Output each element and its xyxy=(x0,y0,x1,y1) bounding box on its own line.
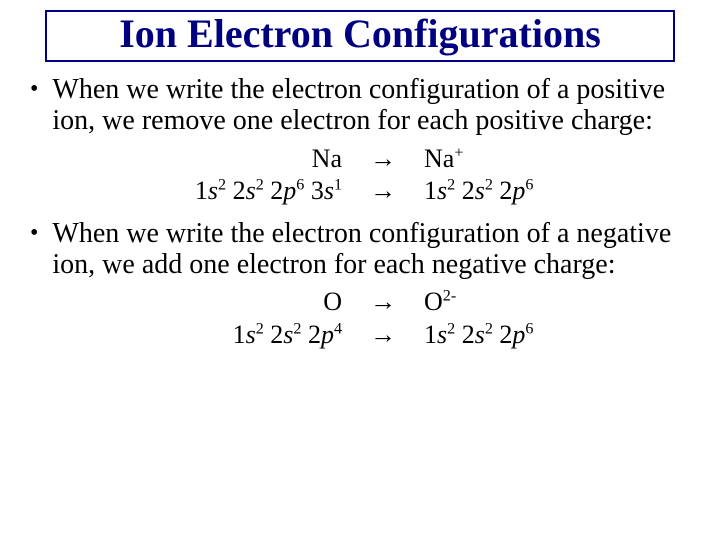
example-1: Na → Na+ 1s2 2s2 2p6 3s1 → 1s2 2s2 2p6 xyxy=(128,143,692,208)
ex2-config-to: 1s2 2s2 2p6 xyxy=(408,319,638,352)
orbital: 2s2 xyxy=(462,176,493,205)
ex2-species-to: O2- xyxy=(408,286,638,319)
arrow-icon: → xyxy=(358,286,408,319)
slide-title: Ion Electron Configurations xyxy=(55,12,665,56)
ex2-species-from: O xyxy=(128,286,358,319)
orbital: 1s2 xyxy=(195,176,226,205)
title-box: Ion Electron Configurations xyxy=(45,10,675,62)
orbital: 2s2 xyxy=(462,320,493,349)
bullet-2-text: When we write the electron configuration… xyxy=(52,218,692,281)
arrow-icon: → xyxy=(358,175,408,208)
ex2-species-to-charge: 2- xyxy=(443,288,456,305)
orbital: 2p4 xyxy=(308,320,342,349)
ex2-config-from: 1s2 2s2 2p4 xyxy=(128,319,358,352)
orbital: 1s2 xyxy=(424,176,455,205)
orbital: 2s2 xyxy=(233,176,264,205)
ex1-species-to-base: Na xyxy=(424,144,454,173)
orbital: 1s2 xyxy=(424,320,455,349)
bullet-1-text: When we write the electron configuration… xyxy=(52,74,692,137)
orbital: 2s2 xyxy=(270,320,301,349)
ex1-config-to: 1s2 2s2 2p6 xyxy=(408,175,638,208)
bullet-2: • When we write the electron configurati… xyxy=(28,218,692,281)
example-2: O → O2- 1s2 2s2 2p4 → 1s2 2s2 2p6 xyxy=(128,286,692,351)
arrow-icon: → xyxy=(358,319,408,352)
orbital: 2p6 xyxy=(499,320,533,349)
slide: Ion Electron Configurations • When we wr… xyxy=(0,0,720,371)
ex1-species-to: Na+ xyxy=(408,143,638,176)
orbital: 1s2 xyxy=(233,320,264,349)
bullet-1: • When we write the electron configurati… xyxy=(28,74,692,137)
arrow-icon: → xyxy=(358,143,408,176)
ex1-species-from: Na xyxy=(128,143,358,176)
orbital: 3s1 xyxy=(311,176,342,205)
orbital: 2p6 xyxy=(270,176,304,205)
orbital: 2p6 xyxy=(499,176,533,205)
bullet-dot-icon: • xyxy=(28,218,52,249)
ex2-species-to-base: O xyxy=(424,287,443,316)
ex1-config-from: 1s2 2s2 2p6 3s1 xyxy=(128,175,358,208)
bullet-dot-icon: • xyxy=(28,74,52,105)
ex1-species-to-charge: + xyxy=(454,144,463,161)
